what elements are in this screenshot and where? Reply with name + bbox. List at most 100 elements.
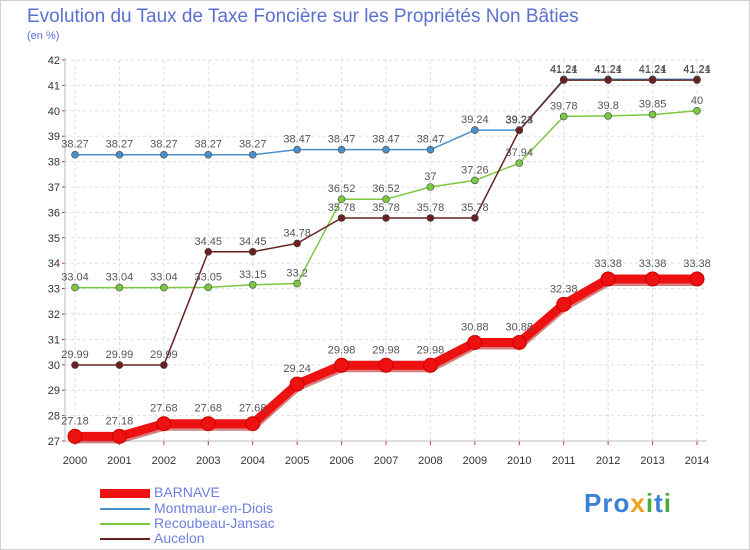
point-barnave-2002	[156, 416, 172, 432]
data-label-montmaur-en-diois-2006: 38.47	[328, 134, 356, 146]
x-tick-label-2012: 2012	[596, 455, 620, 467]
point-recoubeau-jansac-2005	[293, 279, 301, 288]
x-tick-label-2003: 2003	[196, 455, 220, 467]
point-barnave-2012	[600, 271, 616, 287]
point-recoubeau-jansac-2006	[337, 195, 346, 203]
point-montmaur-en-diois-2007	[382, 145, 390, 154]
data-label-montmaur-en-diois-2010: 39.24	[506, 114, 534, 126]
logo-letter-5: t	[654, 488, 664, 518]
x-tick-label-2014: 2014	[685, 455, 709, 467]
point-barnave-2014	[689, 271, 705, 287]
data-label-recoubeau-jansac-2002: 33.04	[150, 272, 178, 284]
data-label-recoubeau-jansac-2014: 40	[691, 95, 703, 107]
data-label-barnave-2006: 29.98	[328, 344, 356, 356]
data-label-recoubeau-jansac-2010: 37.94	[506, 147, 534, 159]
point-recoubeau-jansac-2000	[71, 283, 79, 292]
y-tick-label-42: 42	[48, 55, 60, 67]
point-montmaur-en-diois-2002	[160, 150, 168, 159]
point-recoubeau-jansac-2007	[382, 195, 390, 203]
point-aucelon-2013	[648, 76, 657, 84]
point-aucelon-2005	[293, 239, 301, 248]
point-recoubeau-jansac-2008	[426, 183, 435, 191]
legend-swatch-recoubeau	[100, 523, 150, 526]
data-label-barnave-2004: 27.68	[239, 403, 267, 415]
data-label-barnave-2014: 33.38	[683, 258, 711, 270]
point-barnave-2010	[511, 334, 527, 350]
point-aucelon-2008	[426, 214, 435, 222]
x-tick-label-2013: 2013	[640, 455, 664, 467]
logo-letter-1: r	[602, 488, 614, 518]
legend-label-barnave: BARNAVE	[154, 484, 220, 500]
point-recoubeau-jansac-2003	[204, 283, 213, 292]
data-label-aucelon-2012: 41.21	[594, 64, 622, 76]
data-label-recoubeau-jansac-2001: 33.04	[106, 272, 134, 284]
logo-letter-2: o	[613, 488, 631, 518]
point-montmaur-en-diois-2006	[337, 145, 346, 154]
point-montmaur-en-diois-2009	[471, 126, 479, 134]
logo-letter-4: i	[645, 488, 655, 518]
point-recoubeau-jansac-2002	[160, 283, 168, 292]
y-tick-label-30: 30	[48, 360, 60, 372]
point-montmaur-en-diois-2005	[293, 145, 301, 154]
x-tick-label-2000: 2000	[63, 455, 87, 467]
y-tick-label-40: 40	[48, 106, 60, 118]
data-label-aucelon-2006: 35.78	[328, 202, 356, 214]
x-tick-label-2002: 2002	[152, 455, 176, 467]
point-aucelon-2002	[160, 361, 168, 369]
data-label-aucelon-2002: 29.99	[150, 349, 178, 361]
legend-item-montmaur: Montmaur-en-Diois	[100, 500, 273, 516]
proxiti-logo: Proxiti	[584, 488, 672, 519]
y-tick-label-37: 37	[48, 182, 60, 194]
data-label-aucelon-2008: 35.78	[417, 202, 445, 214]
point-montmaur-en-diois-2003	[204, 150, 213, 159]
x-tick-label-2006: 2006	[329, 455, 353, 467]
legend-swatch-barnave	[100, 488, 150, 498]
unit-label: (en %)	[27, 30, 60, 42]
y-tick-label-39: 39	[48, 131, 60, 143]
legend-label-recoubeau: Recoubeau-Jansac	[154, 515, 275, 531]
data-label-montmaur-en-diois-2004: 38.27	[239, 139, 267, 151]
point-barnave-2011	[556, 296, 572, 312]
y-tick-label-33: 33	[48, 284, 60, 296]
logo-letter-6: i	[663, 488, 672, 518]
data-label-montmaur-en-diois-2008: 38.47	[417, 134, 445, 146]
point-aucelon-2010	[515, 126, 524, 135]
data-label-recoubeau-jansac-2004: 33.15	[239, 269, 267, 281]
point-aucelon-2009	[471, 214, 479, 222]
point-aucelon-2001	[115, 361, 124, 369]
y-tick-label-28: 28	[48, 411, 60, 423]
point-barnave-2000	[67, 428, 83, 444]
y-tick-label-38: 38	[48, 157, 60, 169]
point-barnave-2009	[467, 334, 483, 350]
point-recoubeau-jansac-2010	[515, 159, 524, 167]
data-label-montmaur-en-diois-2011: 41.24	[550, 63, 578, 75]
x-tick-label-2004: 2004	[240, 455, 264, 467]
data-label-recoubeau-jansac-2013: 39.85	[639, 99, 667, 111]
data-label-barnave-2007: 29.98	[372, 344, 400, 356]
y-tick-label-31: 31	[48, 334, 60, 346]
x-tick-label-2007: 2007	[374, 455, 398, 467]
data-label-montmaur-en-diois-2013: 41.24	[639, 63, 667, 75]
data-label-montmaur-en-diois-2012: 41.24	[594, 63, 622, 75]
data-label-barnave-2003: 27.68	[195, 403, 223, 415]
data-label-recoubeau-jansac-2007: 36.52	[372, 183, 400, 195]
point-montmaur-en-diois-2001	[115, 150, 124, 159]
data-label-aucelon-2011: 41.21	[550, 64, 578, 76]
point-recoubeau-jansac-2013	[648, 110, 657, 119]
x-tick-label-2011: 2011	[552, 455, 576, 467]
data-label-aucelon-2010: 39.23	[506, 114, 534, 126]
point-recoubeau-jansac-2004	[248, 280, 257, 289]
data-label-montmaur-en-diois-2014: 41.24	[683, 63, 711, 75]
x-tick-label-2010: 2010	[507, 455, 531, 467]
point-barnave-2001	[111, 428, 127, 444]
data-label-recoubeau-jansac-2008: 37	[424, 171, 436, 183]
point-recoubeau-jansac-2014	[693, 107, 701, 115]
legend-label-montmaur: Montmaur-en-Diois	[154, 500, 274, 516]
data-label-aucelon-2014: 41.21	[683, 64, 711, 76]
point-barnave-2003	[200, 416, 216, 432]
data-label-montmaur-en-diois-2005: 38.47	[283, 134, 311, 146]
data-label-recoubeau-jansac-2009: 37.26	[461, 164, 489, 176]
point-aucelon-2012	[604, 76, 612, 84]
data-label-barnave-2005: 29.24	[283, 363, 311, 375]
